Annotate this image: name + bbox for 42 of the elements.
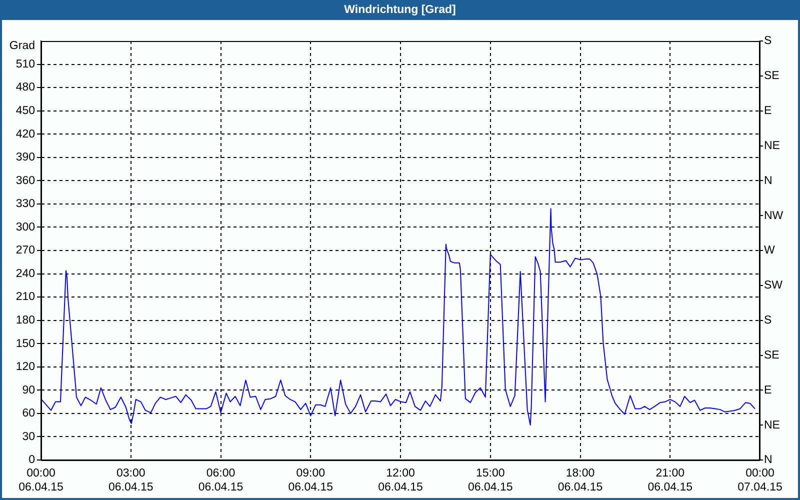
x-tick-label: 18:00 06.04.15	[558, 467, 603, 494]
y-tick-label: 0	[28, 454, 35, 466]
x-tick-label: 15:00 06.04.15	[468, 467, 513, 494]
y-tick-label: 420	[16, 128, 35, 140]
x-tick-label: 06:00 06.04.15	[198, 467, 244, 494]
x-tick-label: 12:00 06.04.15	[378, 467, 423, 494]
category-label: S	[764, 35, 772, 48]
y-tick-label: 30	[22, 430, 35, 443]
y-tick-label: 60	[22, 408, 35, 420]
y-tick-label: 510	[16, 58, 35, 70]
category-label: N	[764, 174, 772, 187]
y-tick-label: 150	[16, 338, 35, 350]
x-tick-label: 03:00 06.04.15	[108, 467, 154, 494]
category-label: S	[764, 314, 772, 327]
y-tick-label: 330	[16, 198, 35, 210]
category-label: E	[764, 105, 772, 118]
category-label: N	[764, 454, 772, 466]
y-tick-label: 270	[16, 244, 35, 257]
y-axis-title: Grad	[9, 40, 35, 52]
category-label: SW	[764, 280, 783, 292]
y-tick-label: 90	[22, 384, 35, 396]
y-tick-label: 450	[16, 105, 35, 118]
category-label: NW	[764, 210, 784, 222]
category-label: NE	[764, 419, 780, 432]
x-tick-label: 00:00 06.04.15	[18, 467, 64, 494]
y-tick-label: 210	[16, 291, 35, 304]
y-tick-label: 480	[16, 82, 35, 94]
y-tick-label: 180	[16, 314, 35, 327]
x-tick-label: 21:00 06.04.15	[648, 467, 693, 494]
category-label: SE	[764, 70, 780, 82]
y-tick-label: 300	[16, 221, 35, 234]
y-tick-label: 390	[16, 152, 35, 164]
y-tick-label: 120	[16, 361, 35, 374]
x-tick-label: 09:00 06.04.15	[288, 467, 334, 494]
category-label: NE	[764, 140, 780, 152]
category-label: E	[764, 384, 772, 396]
y-tick-label: 360	[16, 174, 35, 187]
category-label: W	[764, 244, 775, 257]
category-label: SE	[764, 349, 780, 362]
y-tick-label: 240	[16, 268, 35, 280]
chart-title: Windrichtung [Grad]	[344, 4, 456, 16]
x-tick-label: 00:00 07.04.15	[738, 467, 782, 494]
